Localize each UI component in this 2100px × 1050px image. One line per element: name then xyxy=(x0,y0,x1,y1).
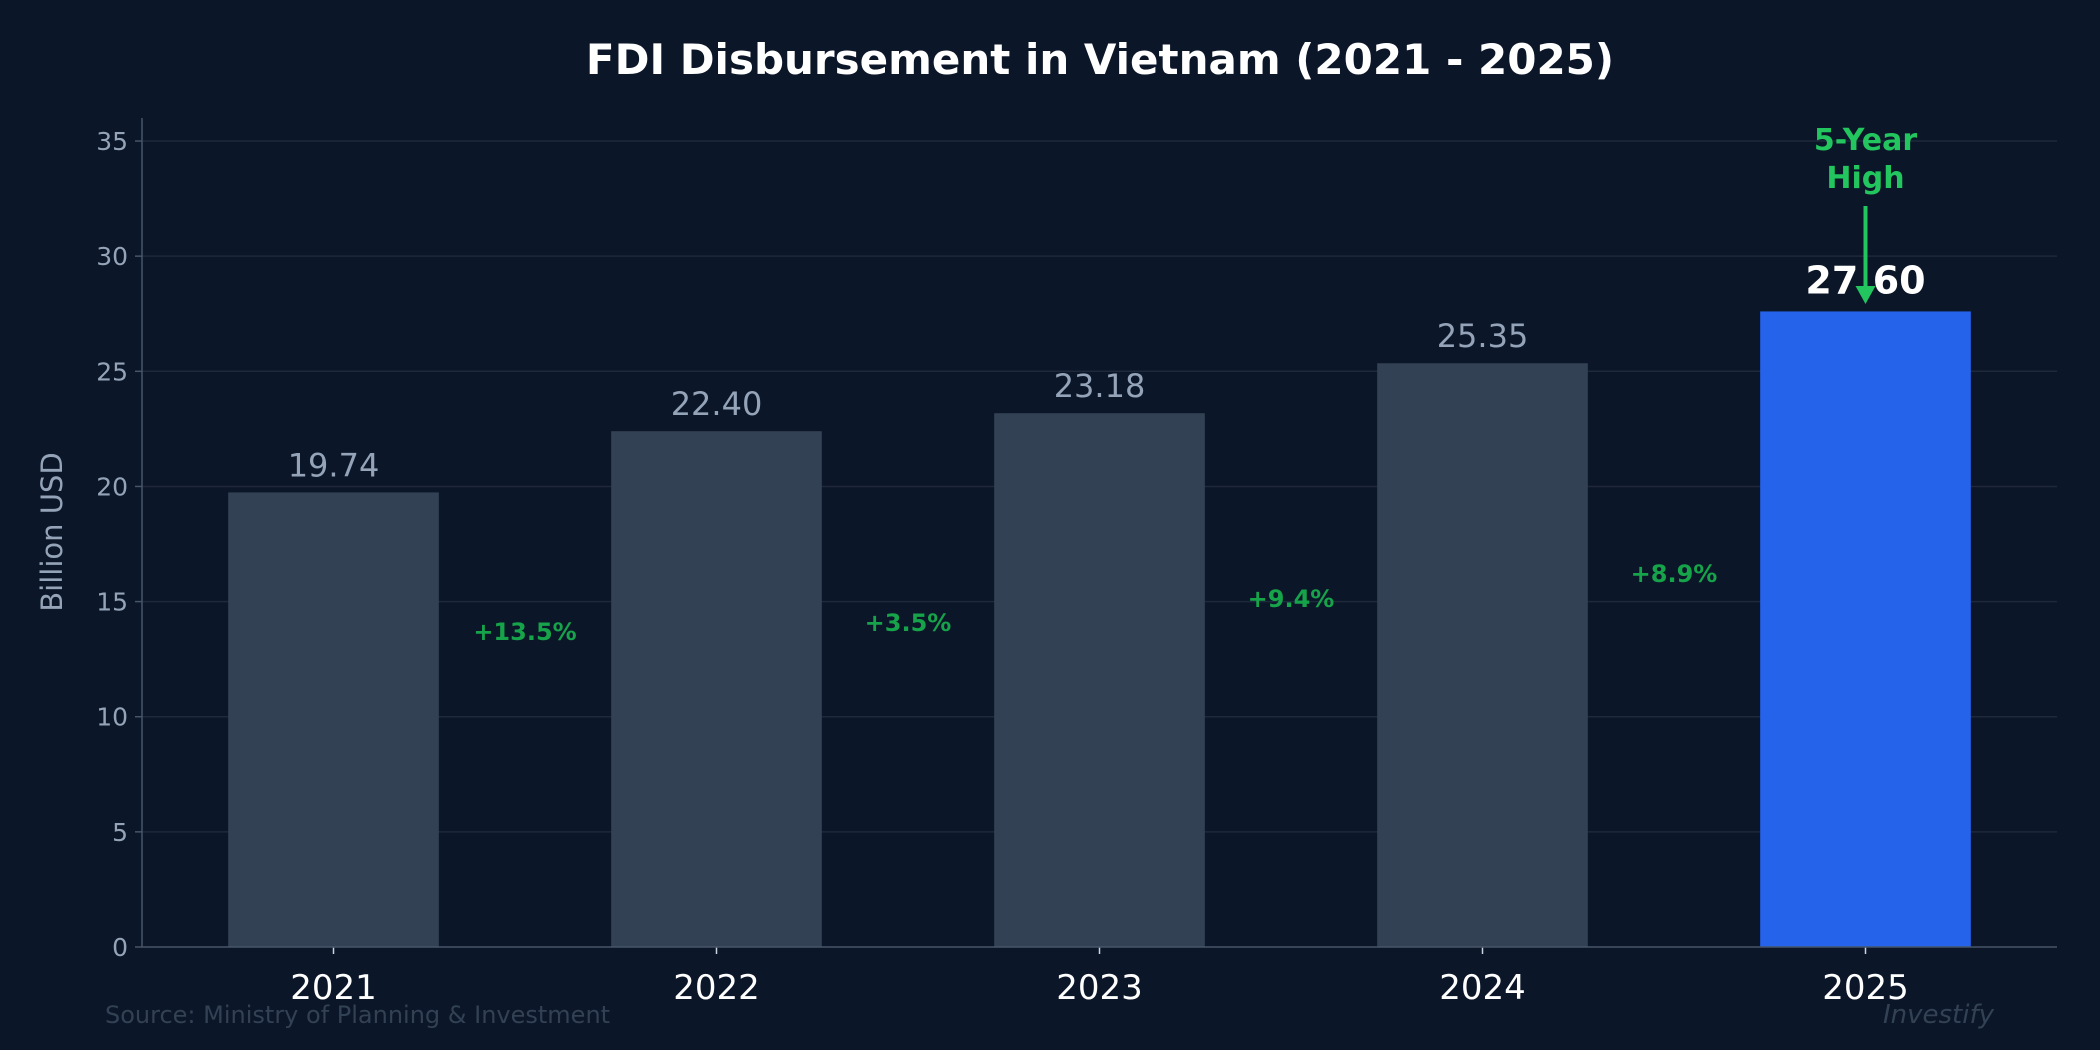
x-axis-ticks: 2021 2022 2023 2024 2025 xyxy=(290,947,1909,1008)
value-label-2022: 22.40 xyxy=(671,385,763,423)
y-tick-label: 10 xyxy=(96,703,128,732)
x-tick-label-2024: 2024 xyxy=(1439,968,1526,1008)
growth-labels: +13.5% +3.5% +9.4% +8.9% xyxy=(473,560,1717,646)
brand-watermark: Investify xyxy=(1883,1000,1995,1030)
source-note: Source: Ministry of Planning & Investmen… xyxy=(105,1001,610,1029)
y-tick-label: 5 xyxy=(112,818,128,847)
growth-label: +13.5% xyxy=(473,618,576,646)
annotation-line: 5-Year xyxy=(1814,123,1917,158)
y-tick-label: 30 xyxy=(96,242,128,271)
x-tick-label-2025: 2025 xyxy=(1822,968,1909,1008)
bar-2022 xyxy=(611,431,822,948)
x-tick-label-2022: 2022 xyxy=(673,968,760,1008)
value-label-2021: 19.74 xyxy=(288,446,380,484)
y-axis-label: Billion USD xyxy=(35,452,69,611)
y-tick-label: 20 xyxy=(96,472,128,501)
chart-title: FDI Disbursement in Vietnam (2021 - 2025… xyxy=(586,35,1614,84)
annotation-line: High xyxy=(1826,161,1904,196)
x-tick-label-2023: 2023 xyxy=(1056,968,1143,1008)
y-tick-label: 25 xyxy=(96,357,128,386)
bar-2024 xyxy=(1377,363,1588,947)
y-axis-ticks: 0 5 10 15 20 25 30 35 xyxy=(96,127,142,962)
growth-label: +9.4% xyxy=(1248,585,1335,613)
y-tick-label: 0 xyxy=(112,933,128,962)
growth-label: +8.9% xyxy=(1631,560,1718,588)
growth-label: +3.5% xyxy=(865,609,952,637)
bar-2025 xyxy=(1760,311,1971,947)
value-label-2024: 25.35 xyxy=(1437,317,1529,355)
x-tick-label-2021: 2021 xyxy=(290,968,377,1008)
value-label-2023: 23.18 xyxy=(1054,367,1146,405)
arrow-down-icon xyxy=(1855,286,1876,304)
bar-2021 xyxy=(228,492,439,947)
y-tick-label: 15 xyxy=(96,588,128,617)
bar-2023 xyxy=(994,413,1205,947)
y-tick-label: 35 xyxy=(96,127,128,156)
